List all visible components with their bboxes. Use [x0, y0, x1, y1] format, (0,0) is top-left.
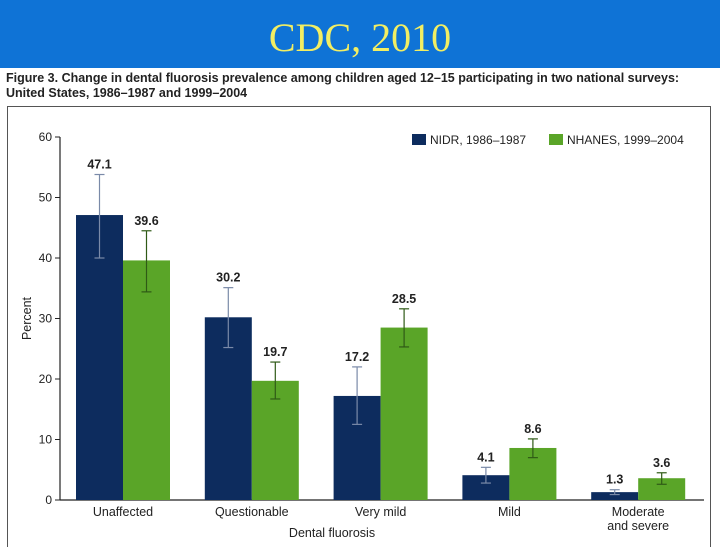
- figure-caption-line-1: Figure 3. Change in dental fluorosis pre…: [6, 71, 680, 85]
- y-tick-label-4: 40: [39, 251, 53, 265]
- data-label-s1-c1: 19.7: [263, 345, 287, 359]
- category-label-1-line-0: Questionable: [215, 505, 289, 519]
- y-tick-label-1: 10: [39, 433, 53, 447]
- data-label-s1-c3: 8.6: [524, 422, 541, 436]
- category-label-4-line-0: Moderate: [612, 505, 665, 519]
- data-label-s0-c0: 47.1: [87, 158, 111, 172]
- legend-label-1: NHANES, 1999–2004: [567, 133, 684, 147]
- category-label-0-line-0: Unaffected: [93, 505, 153, 519]
- data-label-s1-c2: 28.5: [392, 292, 416, 306]
- category-label-3-line-0: Mild: [498, 505, 521, 519]
- slide-header: CDC, 2010: [0, 0, 720, 68]
- slide-title: CDC, 2010: [268, 15, 452, 60]
- category-label-2-line-0: Very mild: [355, 505, 406, 519]
- data-label-s0-c2: 17.2: [345, 350, 369, 364]
- figure-caption-line-2: United States, 1986–1987 and 1999–2004: [6, 86, 248, 100]
- y-tick-label-6: 60: [39, 130, 53, 144]
- bar-s1-c4: [638, 478, 686, 500]
- legend-label-0: NIDR, 1986–1987: [430, 133, 526, 147]
- y-tick-label-3: 30: [39, 312, 53, 326]
- bar-s0-c0: [76, 215, 123, 501]
- x-axis-title: Dental fluorosis: [289, 526, 375, 540]
- figure-caption: Figure 3. Change in dental fluorosis pre…: [6, 71, 706, 101]
- y-tick-label-5: 50: [39, 191, 53, 205]
- data-label-s1-c0: 39.6: [134, 214, 158, 228]
- legend-swatch-1: [549, 134, 563, 145]
- data-label-s0-c3: 4.1: [477, 450, 494, 464]
- category-label-4-line-1: and severe: [607, 519, 669, 533]
- data-label-s0-c1: 30.2: [216, 271, 240, 285]
- bar-s1-c2: [380, 327, 428, 500]
- data-label-s0-c4: 1.3: [606, 473, 623, 487]
- chart-frame: 0 10 20 30 40 50 60 Percent 47.1 39.6 Unaffected 30…: [7, 106, 711, 547]
- bar-chart: 0 10 20 30 40 50 60 Percent 47.1 39.6 Unaffected 30…: [20, 130, 704, 540]
- y-axis-title: Percent: [20, 296, 34, 340]
- bar-s1-c0: [123, 260, 170, 500]
- legend-swatch-0: [412, 134, 426, 145]
- data-label-s1-c4: 3.6: [653, 456, 670, 470]
- y-tick-label-2: 20: [39, 372, 53, 386]
- bar-s0-c4: [591, 492, 639, 500]
- y-tick-label-0: 0: [45, 493, 52, 507]
- bar-s1-c1: [251, 380, 299, 500]
